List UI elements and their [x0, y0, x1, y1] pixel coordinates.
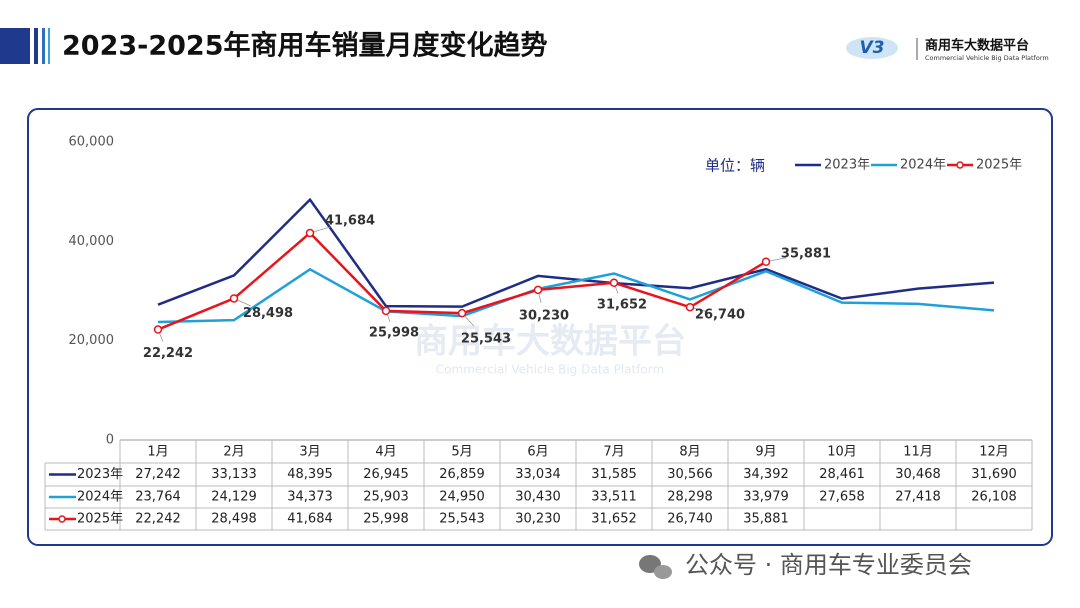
chart-watermark-subtitle: Commercial Vehicle Big Data Platform: [436, 363, 664, 377]
x-tick-label: 2月: [223, 445, 244, 460]
x-tick-label: 8月: [679, 445, 700, 460]
x-tick-label: 10月: [827, 445, 857, 460]
table-cell: 25,543: [439, 512, 485, 527]
table-cell: 28,461: [819, 467, 865, 482]
table-cell: 26,108: [971, 490, 1017, 505]
table-row-label: 2024年: [77, 490, 123, 505]
footer-text: 公众号 · 商用车专业委员会: [685, 551, 972, 579]
data-point: [305, 228, 315, 238]
table-cell: 34,392: [743, 467, 789, 482]
data-label: 41,684: [325, 213, 375, 228]
data-point: [685, 302, 695, 312]
data-point: [457, 308, 467, 318]
table-cell: 24,129: [211, 490, 257, 505]
y-tick-label: 40,000: [69, 234, 115, 249]
data-label: 35,881: [781, 246, 831, 261]
table-cell: 27,242: [135, 467, 181, 482]
data-point: [229, 294, 239, 303]
table-cell: 26,740: [667, 512, 713, 527]
table-cell: 33,511: [591, 490, 637, 505]
table-legend-marker: [58, 515, 66, 523]
y-tick-label: 0: [106, 433, 114, 448]
table-cell: 30,468: [895, 467, 941, 482]
footer-watermark: 公众号 · 商用车专业委员会: [639, 551, 972, 579]
table-cell: 25,998: [363, 512, 409, 527]
data-label: 25,543: [461, 332, 511, 347]
table-cell: 30,430: [515, 490, 561, 505]
data-label: 26,740: [695, 308, 745, 323]
series-line: [157, 267, 995, 324]
table-cell: 27,418: [895, 490, 941, 505]
table-cell: 33,133: [211, 467, 257, 482]
x-tick-label: 11月: [903, 445, 933, 460]
logo-mark: V3: [860, 38, 885, 58]
chart-watermark: 商用车大数据平台: [414, 322, 686, 362]
table-cell: 31,690: [971, 467, 1017, 482]
table-row-label: 2023年: [77, 467, 123, 482]
table-cell: 28,298: [667, 490, 713, 505]
logo-subtitle: Commercial Vehicle Big Data Platform: [925, 54, 1049, 62]
legend-label: 2025年: [976, 158, 1022, 173]
series-line: [157, 197, 995, 308]
table-cell: 22,242: [135, 512, 181, 527]
x-tick-label: 6月: [527, 445, 548, 460]
data-point: [153, 325, 163, 334]
data-point: [381, 306, 391, 316]
table-cell: 35,881: [743, 512, 789, 527]
table-cell: 28,498: [211, 512, 257, 527]
table-cell: 26,859: [439, 467, 485, 482]
x-tick-label: 5月: [451, 445, 472, 460]
logo-name: 商用车大数据平台: [925, 38, 1029, 54]
data-point: [761, 257, 771, 267]
legend-label: 2023年: [824, 158, 870, 173]
table-cell: 30,230: [515, 512, 561, 527]
data-point: [533, 285, 543, 295]
table-cell: 34,373: [287, 490, 333, 505]
table-cell: 30,566: [667, 467, 713, 482]
data-label: 30,230: [519, 308, 569, 323]
x-tick-label: 4月: [375, 445, 396, 460]
data-label: 28,498: [243, 306, 293, 321]
x-tick-label: 7月: [603, 445, 624, 460]
logo: V3 商用车大数据平台 Commercial Vehicle Big Data …: [846, 37, 1049, 62]
table-row-label: 2025年: [77, 512, 123, 527]
title-stripes: [0, 28, 50, 64]
table-cell: 33,979: [743, 490, 789, 505]
legend-label: 2024年: [900, 158, 946, 173]
data-label: 31,652: [597, 297, 647, 312]
table-cell: 26,945: [363, 467, 409, 482]
x-tick-label: 3月: [299, 445, 320, 460]
data-label: 22,242: [143, 346, 193, 361]
legend-marker: [956, 161, 964, 169]
table-cell: 31,652: [591, 512, 637, 527]
table-cell: 25,903: [363, 490, 409, 505]
x-tick-label: 1月: [147, 445, 168, 460]
table-cell: 23,764: [135, 490, 181, 505]
table-cell: 41,684: [287, 512, 333, 527]
data-point: [609, 278, 619, 288]
y-tick-label: 20,000: [69, 333, 115, 348]
x-tick-label: 9月: [755, 445, 776, 460]
unit-label: 单位：辆: [705, 157, 765, 175]
chart-card: [27, 108, 1053, 546]
data-label: 25,998: [369, 325, 419, 340]
table-cell: 33,034: [515, 467, 561, 482]
x-tick-label: 12月: [979, 445, 1009, 460]
y-tick-label: 60,000: [69, 135, 115, 150]
table-cell: 27,658: [819, 490, 865, 505]
table-cell: 31,585: [591, 467, 637, 482]
table-cell: 48,395: [287, 467, 333, 482]
table-cell: 24,950: [439, 490, 485, 505]
page-title: 2023-2025年商用车销量月度变化趋势: [62, 30, 548, 62]
